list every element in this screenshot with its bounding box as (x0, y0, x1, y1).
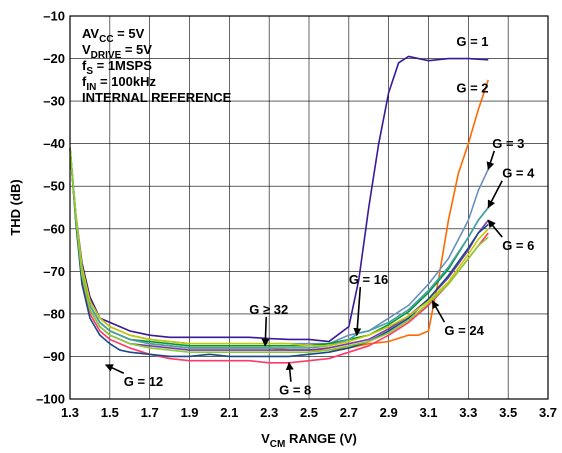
series-line-g-8 (69, 147, 489, 364)
condition-line: fIN = 100kHz (82, 74, 156, 93)
annotation-g-3: G = 3 (492, 136, 524, 151)
annotation-arrow-g-4 (487, 180, 503, 209)
x-tick-label: 3.7 (539, 405, 557, 420)
y-tick-label: –40 (43, 136, 65, 151)
x-tick-label: 1.9 (180, 405, 198, 420)
y-tick-label: –20 (43, 51, 65, 66)
y-tick-label: –50 (43, 179, 65, 194)
x-tick-label: 3.3 (459, 405, 477, 420)
series-line-g-16 (69, 147, 489, 349)
x-tick-label: 1.3 (61, 405, 79, 420)
annotation-arrow-g-16 (353, 287, 362, 337)
annotation-arrow-g-8 (285, 361, 294, 382)
y-axis-label: THD (dB) (8, 179, 23, 235)
annotation-g-16: G = 16 (349, 272, 388, 287)
annotation-arrow-g-ge-32 (261, 316, 270, 347)
annotation-g-4: G = 4 (502, 166, 535, 181)
y-tick-label: –60 (43, 221, 65, 236)
annotation-g-2: G = 2 (456, 81, 488, 96)
series-line-g-ge-32 (69, 147, 489, 347)
annotation-g-1: G = 1 (456, 34, 488, 49)
x-tick-label: 2.3 (260, 405, 278, 420)
annotation-arrow-g-3 (486, 150, 496, 171)
condition-line: INTERNAL REFERENCE (82, 90, 232, 105)
series-layer (69, 55, 490, 364)
x-tick-label: 1.5 (101, 405, 119, 420)
y-tick-label: –80 (43, 306, 65, 321)
y-tick-label: –30 (43, 94, 65, 109)
x-tick-label: 2.9 (380, 405, 398, 420)
x-tick-label: 3.1 (419, 405, 437, 420)
plot-frame (69, 15, 549, 400)
x-tick-label: 2.7 (340, 405, 358, 420)
series-line-g-24 (69, 147, 489, 353)
condition-line: VDRIVE = 5V (82, 42, 152, 61)
y-tick-label: –70 (43, 264, 65, 279)
annotation-g-6: G = 6 (502, 238, 534, 253)
annotation-arrow-g-6 (487, 219, 503, 238)
y-tick-label: –100 (36, 392, 65, 407)
annotation-arrow-g-24 (431, 300, 446, 323)
series-line-g-1 (69, 55, 489, 343)
annotation-g-8: G = 8 (279, 383, 311, 398)
annotation-arrow-g-12 (104, 364, 125, 374)
y-tick-label: –90 (43, 349, 65, 364)
annotation-g-24: G = 24 (444, 323, 484, 338)
y-tick-label: –10 (43, 9, 65, 24)
x-tick-label: 2.1 (220, 405, 238, 420)
condition-line: fS = 1MSPS (82, 58, 152, 77)
series-line-g-12 (69, 147, 489, 358)
annotation-g-12: G = 12 (124, 374, 163, 389)
x-tick-label: 2.5 (300, 405, 318, 420)
x-axis-label: VCM RANGE (V) (261, 431, 357, 450)
y-tick-labels: –10 –20 –30 –40 –50 –60 –70 –80 –90 –100 (36, 9, 65, 407)
annotations: G = 1 G = 2 G = 3 G = 4 G = 6 G = 24 G = 16 G ≥… (104, 34, 535, 398)
condition-line: AVCC = 5V (82, 26, 145, 45)
annotation-g-ge-32: G ≥ 32 (249, 302, 288, 317)
x-tick-labels: 1.3 1.5 1.7 1.9 2.1 2.3 2.5 2.7 2.9 3.1 3.3 3.5 3.7 (61, 405, 557, 420)
x-tick-label: 1.7 (141, 405, 159, 420)
x-tick-label: 3.5 (499, 405, 517, 420)
series-line-g-6 (69, 147, 489, 351)
